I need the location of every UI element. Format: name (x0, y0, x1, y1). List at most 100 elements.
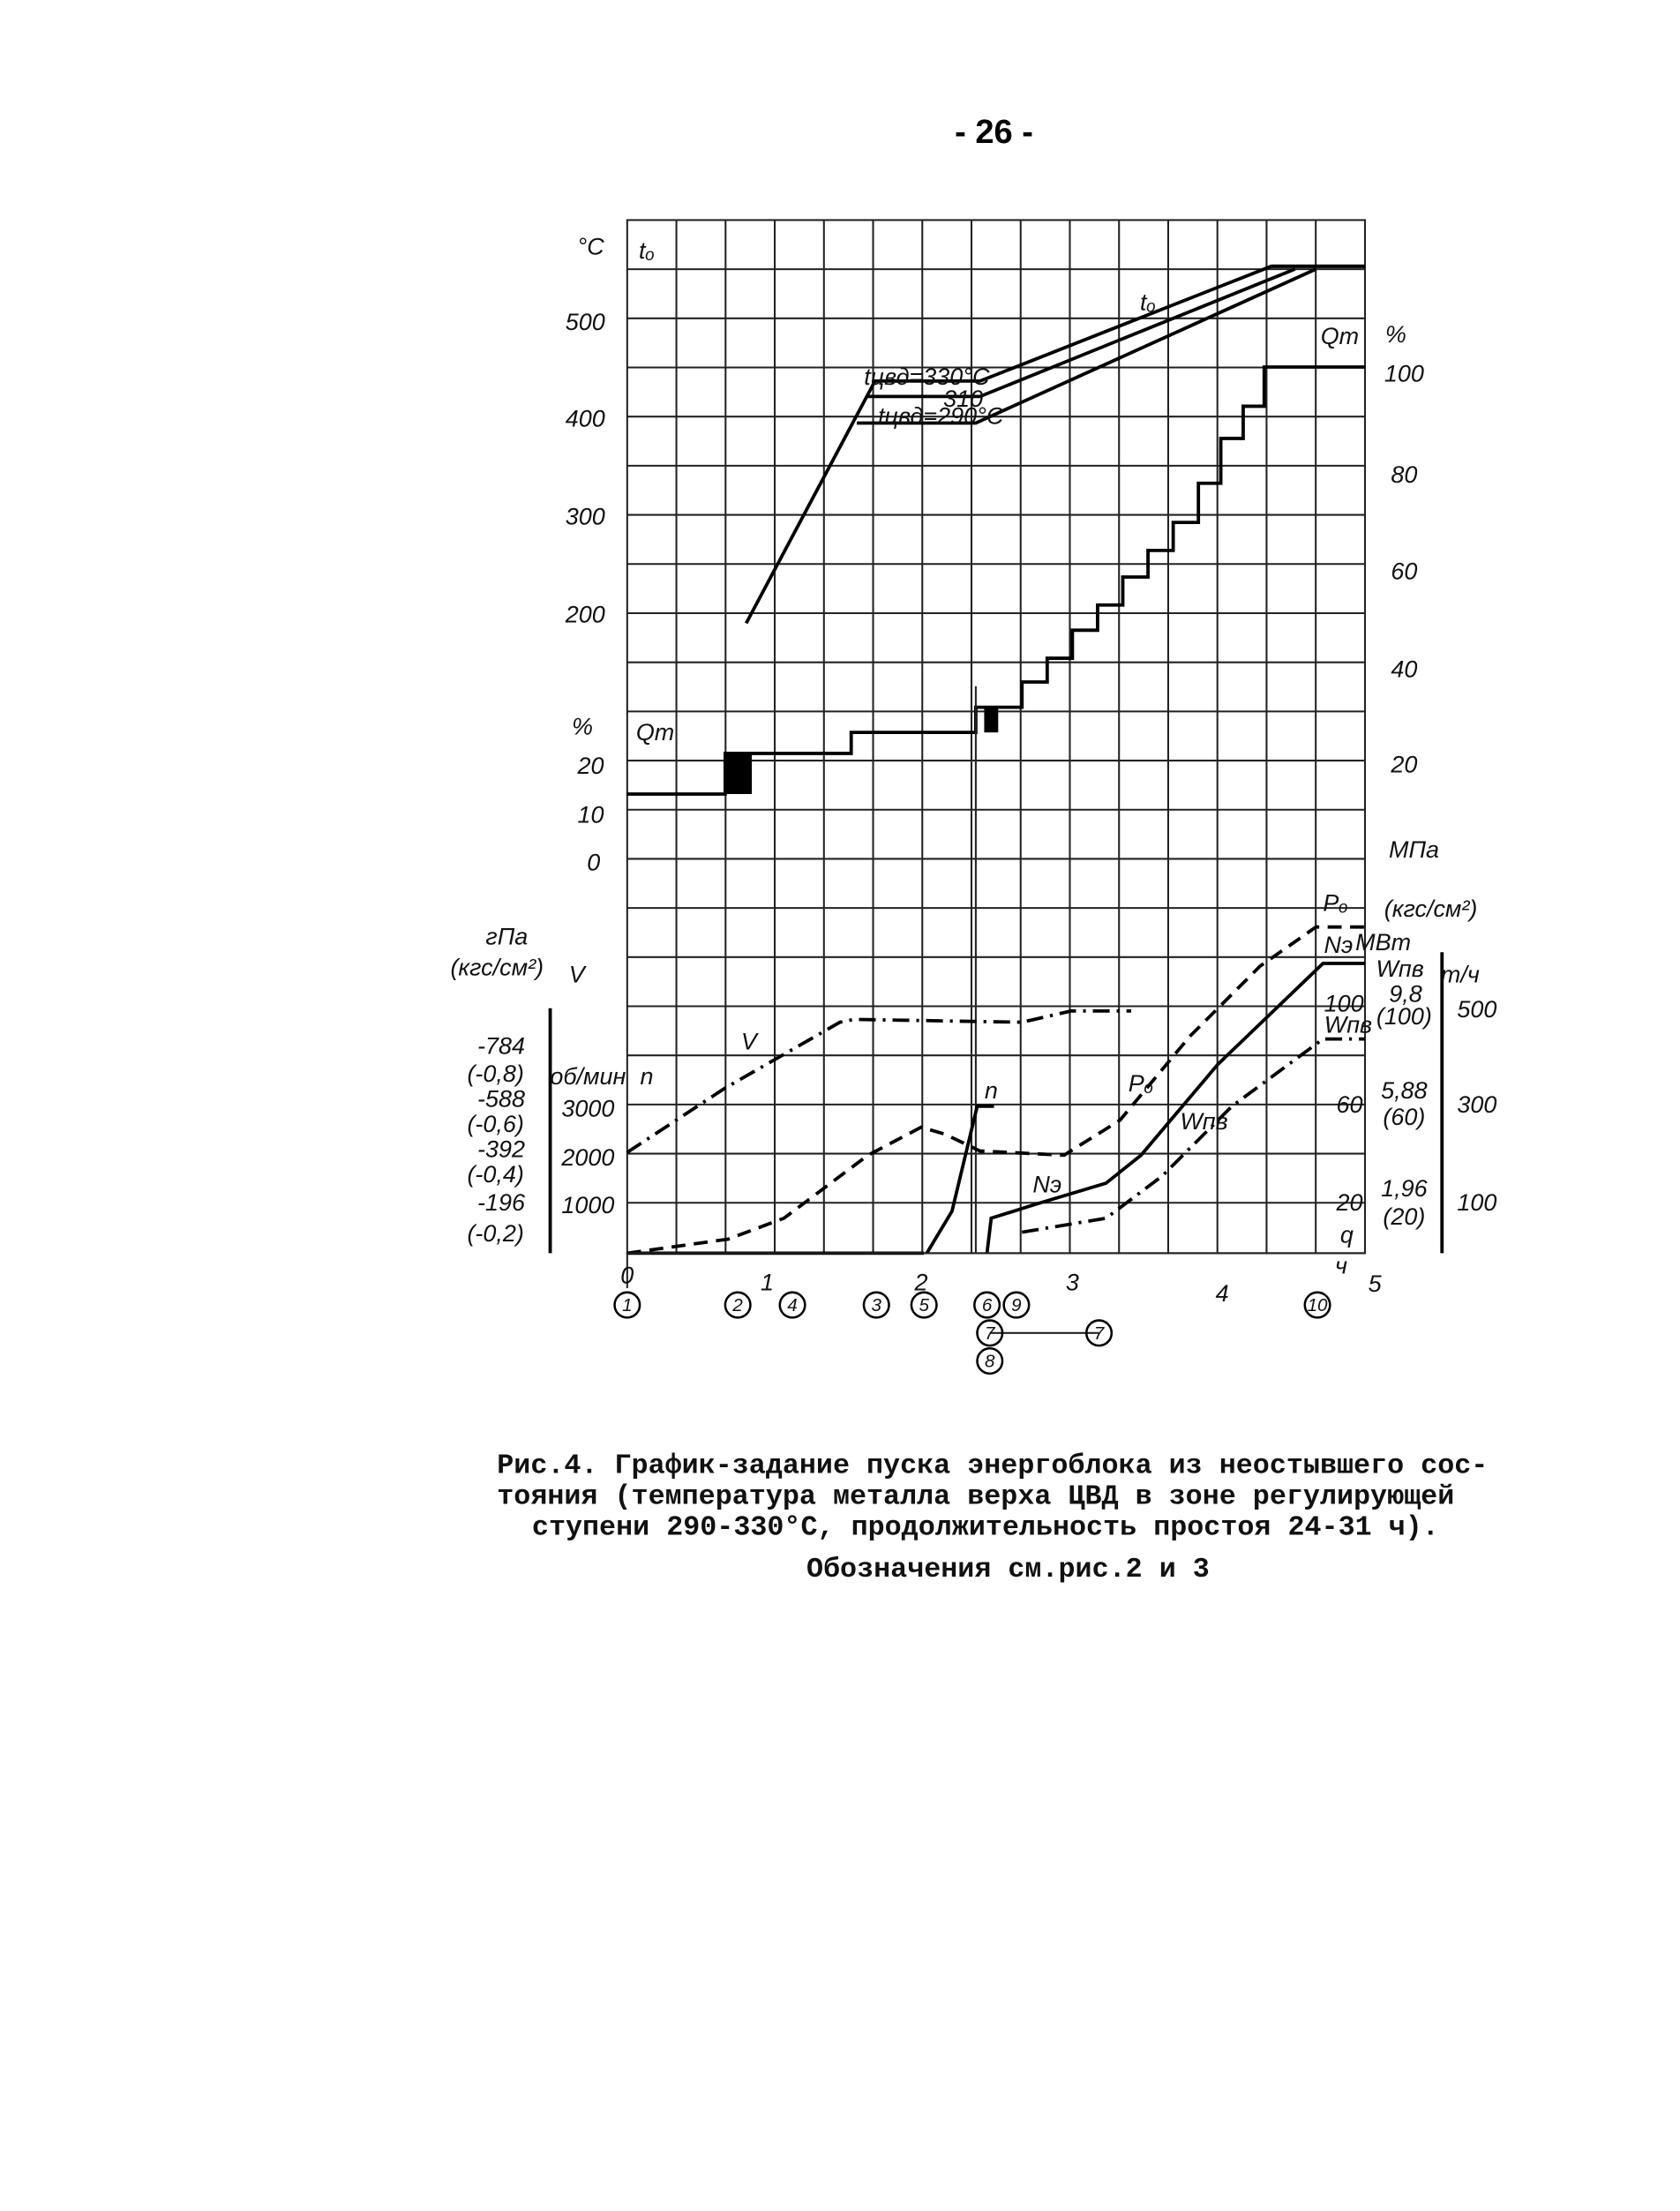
page-number: - 26 - (955, 114, 1033, 151)
marker-label: 4 (787, 1295, 797, 1315)
axis-label: 10 (578, 801, 604, 828)
axis-label: 2000 (560, 1144, 614, 1171)
axis-label: 9,8 (1389, 981, 1422, 1008)
axis-label: 1000 (561, 1192, 614, 1218)
axis-label: V (741, 1029, 760, 1055)
axis-label: % (572, 714, 593, 740)
marker-label: 7 (1094, 1323, 1106, 1344)
axis-label: (100) (1376, 1003, 1432, 1030)
axis-label: 60 (1337, 1091, 1363, 1118)
axis-label: (кгс/см²) (450, 954, 544, 980)
axis-label: 20 (1390, 751, 1417, 777)
axis-label: 100 (1324, 991, 1364, 1017)
axis-label: q (1340, 1221, 1354, 1248)
axis-label: ч (1335, 1252, 1347, 1278)
axis-label: 300 (566, 504, 605, 530)
axis-label: об/мин (550, 1063, 626, 1090)
axis-label: 5,88 (1381, 1077, 1428, 1104)
marker-circle (1084, 1319, 1114, 1347)
axis-label: Qт (636, 719, 674, 746)
axis-label: -588 (477, 1086, 525, 1113)
axis-label: Pₒ (1129, 1070, 1154, 1097)
axis-label: 20 (577, 753, 604, 779)
axis-label: (-0,8) (467, 1061, 523, 1087)
axis-label: Wпв (1376, 956, 1423, 982)
marker-label: 9 (1011, 1295, 1022, 1315)
axis-label: Wпв (1324, 1011, 1372, 1038)
marker-circle (1002, 1291, 1031, 1319)
axis-label: n (641, 1063, 654, 1090)
curves (548, 219, 1444, 1334)
axis-label: 2 (914, 1269, 928, 1295)
axis-label: n (985, 1077, 998, 1104)
axis-label: (-0,6) (467, 1111, 523, 1137)
marker-label: 1 (622, 1295, 632, 1315)
marker-label: 3 (872, 1295, 882, 1315)
marker-circle (973, 1291, 1001, 1319)
axis-label: Qт (1321, 323, 1359, 349)
axis-label: (60) (1383, 1104, 1425, 1130)
axis-label: 5 (1369, 1270, 1383, 1297)
axis-label: 100 (1384, 361, 1424, 387)
marker-circle (976, 1347, 1004, 1375)
axis-label: (кгс/см²) (1384, 896, 1478, 922)
axis-label: 3 (1066, 1269, 1079, 1295)
axis-label: МВт (1355, 929, 1411, 956)
axis-label: 100 (1457, 1189, 1496, 1216)
axis-label: tₒ (639, 237, 655, 264)
axis-label: 500 (566, 309, 605, 335)
grid (626, 220, 1365, 1254)
marker-circle (862, 1291, 890, 1319)
axis-label: 400 (566, 405, 605, 431)
marker-label: 7 (985, 1323, 996, 1344)
axis-label: 0 (587, 849, 600, 875)
marker-circle (976, 1319, 1004, 1347)
marker-circle (910, 1291, 938, 1319)
axis-label: гПа (485, 924, 528, 950)
axis-label: 310 (943, 386, 983, 412)
marker-label: 5 (919, 1295, 929, 1315)
axis-label: Wпв (1180, 1108, 1227, 1135)
marker-circle (778, 1291, 806, 1319)
axis-label: -392 (477, 1136, 525, 1163)
axis-label: % (1385, 321, 1406, 348)
axis-label: 60 (1391, 558, 1417, 584)
axis-label: tₒ (1140, 289, 1156, 316)
axis-label: 40 (1391, 656, 1417, 682)
axis-label: 300 (1457, 1091, 1496, 1118)
marker-label: 2 (731, 1295, 743, 1315)
marker-circle (1303, 1291, 1331, 1319)
caption-line: Рис.4. График-задание пуска энергоблока … (497, 1450, 1488, 1481)
axis-label: 200 (565, 602, 605, 628)
axis-label: (-0,2) (467, 1220, 523, 1247)
axis-label: tцвд=330°C (864, 364, 990, 390)
axis-label: °C (577, 233, 604, 259)
axis-label: 1 (761, 1269, 774, 1295)
axis-label: -196 (477, 1189, 525, 1216)
axis-label: (-0,4) (467, 1161, 523, 1188)
marker-circle (724, 1291, 752, 1319)
axis-label: Nэ (1032, 1171, 1061, 1197)
marker-label: 6 (982, 1295, 993, 1315)
axis-label: 80 (1391, 461, 1417, 488)
caption-line: Обозначения см.рис.2 и 3 (806, 1554, 1210, 1585)
caption-line: тояния (температура металла верха ЦВД в … (497, 1480, 1454, 1512)
axis-label: 3000 (561, 1096, 614, 1122)
marker-circle (613, 1291, 641, 1319)
marker-label: 8 (985, 1352, 995, 1372)
axis-label: 0 (620, 1262, 634, 1288)
axis-label: tцвд=290°C (878, 402, 1004, 429)
axis-label: 4 (1216, 1280, 1229, 1307)
caption-line: ступени 290-330°C, продолжительность про… (532, 1511, 1439, 1543)
axis-label: т/ч (1441, 961, 1480, 987)
axis-label: V (569, 961, 588, 987)
axis-label: -784 (477, 1032, 525, 1059)
axis-label: Nэ (1324, 932, 1353, 958)
axis-label: (20) (1383, 1203, 1425, 1230)
marker-label: 10 (1308, 1295, 1328, 1315)
axis-label: 500 (1457, 996, 1496, 1023)
axis-label: 1,96 (1381, 1175, 1428, 1202)
axis-label: 20 (1336, 1189, 1363, 1216)
